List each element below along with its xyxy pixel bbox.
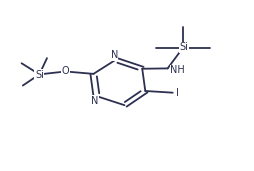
Text: N: N (110, 50, 118, 60)
Text: Si: Si (35, 70, 44, 80)
Text: Si: Si (180, 42, 188, 52)
Text: I: I (176, 88, 179, 98)
Text: NH: NH (170, 65, 185, 75)
Text: N: N (91, 96, 98, 106)
Text: O: O (62, 66, 69, 76)
